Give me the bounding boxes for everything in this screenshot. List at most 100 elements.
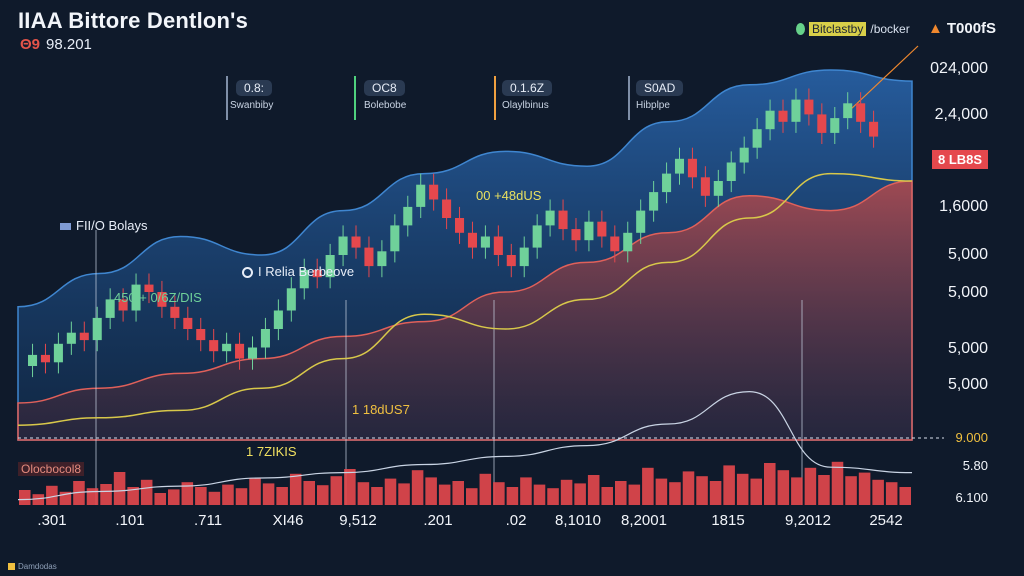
low-annotation: 1 7ZIKIS	[246, 444, 297, 459]
volume-bar	[195, 487, 207, 505]
indicator-marker-4	[628, 76, 630, 120]
left-annotation: 450 + 0/6Z/DIS	[114, 290, 202, 305]
candle-body	[765, 110, 775, 130]
candle-body	[726, 162, 736, 181]
candle-body	[869, 121, 879, 137]
candle-body	[390, 225, 400, 252]
x-tick-label: .201	[423, 512, 453, 529]
indicator-marker-2	[354, 76, 356, 120]
x-tick-label: .301	[37, 512, 67, 529]
volume-bar	[59, 491, 72, 505]
y-tick-label: 6.100	[955, 490, 988, 505]
candle-body	[286, 288, 296, 311]
chart-subtitle: Θ9 98.201	[20, 36, 92, 53]
volume-bar	[411, 470, 424, 505]
volume-bar	[425, 477, 437, 505]
candle-body	[700, 177, 710, 196]
x-tick-label: 8,1010	[555, 512, 601, 529]
green-dot-icon	[796, 23, 805, 35]
volume-bar	[262, 483, 275, 505]
indicator-value-2[interactable]: OC8	[364, 80, 405, 96]
volume-bar	[560, 479, 573, 505]
volume-bar	[709, 481, 722, 505]
volume-bar	[208, 491, 221, 505]
logo-icon	[8, 563, 15, 571]
volume-bar	[276, 487, 288, 505]
volume-bar	[506, 487, 519, 505]
x-tick-label: .101	[115, 512, 145, 529]
volume-bar	[655, 478, 668, 505]
volume-bar	[547, 488, 559, 505]
candle-body	[105, 299, 115, 318]
candle-body	[157, 292, 167, 307]
candle-body	[429, 184, 439, 200]
candle-body	[403, 206, 413, 226]
volume-bar	[466, 488, 478, 505]
candle-body	[571, 229, 581, 241]
candle-body	[28, 354, 38, 366]
candle-body	[222, 343, 232, 352]
volume-bar	[452, 481, 464, 505]
indicator-sub-3: Olaylbinus	[502, 100, 549, 111]
candle-body	[442, 199, 452, 218]
x-tick-label: 9,2012	[785, 512, 831, 529]
volume-bar	[723, 465, 735, 505]
volume-bar	[330, 476, 343, 505]
flag-icon	[60, 223, 71, 231]
indicator-sub-4: Hibplpe	[636, 100, 670, 111]
candle-body	[40, 354, 50, 363]
candle-body	[584, 221, 594, 241]
candle-body	[610, 236, 620, 252]
y-tick-label: 024,000	[930, 60, 988, 77]
ticker[interactable]: ▲ T000fS	[928, 20, 996, 37]
candle-body	[170, 306, 180, 318]
candle-body	[247, 347, 258, 359]
legend-highlight: Bitclastby	[809, 22, 867, 36]
watermark-label: Olocbocol8	[18, 462, 85, 476]
candle-body	[183, 317, 193, 329]
x-tick-label: 9,512	[339, 512, 377, 529]
current-price-badge: 8 LB8S	[932, 150, 989, 169]
candle-body	[791, 99, 801, 122]
footer-credit: Damdodas	[8, 562, 57, 571]
candle-body	[674, 158, 685, 174]
candle-body	[416, 184, 426, 207]
indicator-value-4[interactable]: S0AD	[636, 80, 684, 96]
volume-bar	[100, 484, 112, 505]
y-tick-label: 5,000	[947, 246, 988, 263]
volume-bar	[791, 477, 803, 505]
volume-bar	[574, 483, 586, 505]
candle-body	[545, 210, 555, 226]
x-tick-label: .711	[193, 512, 223, 529]
candle-body	[196, 329, 206, 341]
volume-bar	[357, 482, 370, 505]
volume-bar	[371, 487, 383, 505]
candle-body	[312, 269, 322, 278]
volume-bar	[736, 473, 749, 505]
candle-body	[623, 232, 633, 252]
candle-body	[273, 310, 283, 329]
indicator-marker-1	[226, 76, 228, 120]
indicator-value-3[interactable]: 0.1.6Z	[502, 80, 553, 96]
subtitle-code: Θ9	[20, 36, 41, 53]
mid-annotation: 1 18dUS7	[352, 402, 410, 417]
volume-bar	[845, 476, 857, 505]
top-legend[interactable]: Bitclastby/bocker	[796, 22, 910, 36]
candle-body	[260, 329, 270, 348]
indicator-value-1[interactable]: 0.8:	[236, 80, 273, 96]
candle-body	[92, 317, 102, 341]
volume-bar	[587, 475, 600, 505]
subtitle-value: 98.201	[46, 36, 92, 53]
candle-body	[713, 181, 723, 196]
volume-bar	[682, 471, 695, 505]
volume-bar	[777, 470, 790, 505]
y-tick-label: 5,000	[947, 376, 988, 393]
volume-bar	[19, 490, 31, 505]
candle-body	[131, 284, 141, 311]
volume-bar	[669, 482, 681, 505]
volume-bar	[235, 488, 248, 505]
volume-bar	[398, 483, 410, 505]
volume-bar	[750, 478, 762, 505]
volume-bar	[493, 482, 505, 505]
